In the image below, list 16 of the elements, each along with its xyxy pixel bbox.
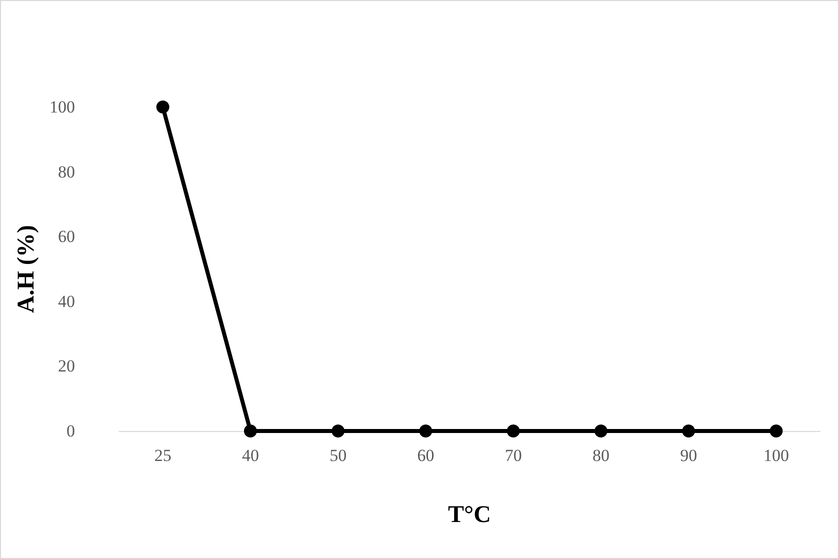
x-tick-label: 100	[763, 446, 789, 465]
x-tick-label: 90	[680, 446, 698, 465]
y-tick-label: 20	[58, 356, 75, 376]
x-tick-label: 40	[242, 446, 259, 465]
x-tick-label: 70	[504, 446, 522, 465]
x-axis-title: T°C	[448, 502, 491, 528]
x-tick-label: 50	[330, 446, 347, 465]
y-axis-title: A.H (%)	[14, 225, 40, 313]
y-tick-label: 60	[58, 227, 75, 246]
y-tick-label: 0	[66, 422, 75, 440]
x-tick-label: 25	[154, 446, 172, 465]
y-tick-label: 100	[50, 98, 75, 116]
x-tick-label: 80	[592, 446, 610, 465]
y-tick-label: 80	[58, 162, 75, 182]
y-tick-label: 40	[58, 292, 75, 311]
x-tick-label: 60	[417, 446, 434, 465]
